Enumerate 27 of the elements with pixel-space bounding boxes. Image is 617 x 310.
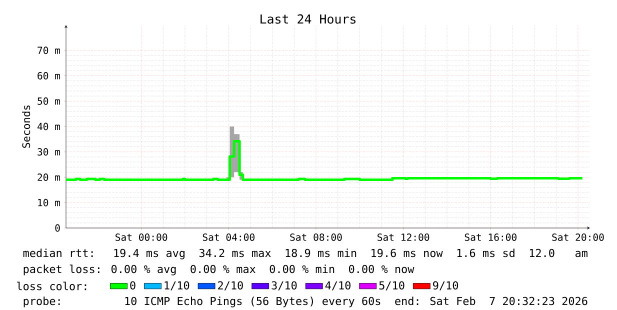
x-tick-label: Sat 00:00 — [116, 234, 168, 241]
x-tick-label: Sat 20:00 — [552, 234, 604, 241]
legend-label: 0 — [130, 281, 136, 290]
y-axis-title: Seconds — [22, 106, 30, 148]
legend-label: 3/10 — [272, 281, 297, 290]
x-tick-label: Sat 08:00 — [290, 234, 342, 241]
y-tick-label: 30 m — [38, 148, 60, 156]
y-tick-label: 70 m — [38, 46, 60, 54]
text: probe: 10 ICMP Echo Pings (56 Bytes) every 60s end: Sat Feb 7 20:32:23 2026 — [24, 296, 588, 308]
legend-label: 4/10 — [325, 281, 350, 290]
x-tick-label: Sat 04:00 — [202, 234, 254, 241]
y-tick-label: 60 m — [38, 72, 60, 80]
y-tick-label: 0 — [55, 224, 60, 232]
legend-label: 9/10 — [433, 281, 458, 290]
legend-title: loss color: — [17, 282, 86, 290]
y-tick-label: 50 m — [38, 97, 60, 105]
x-tick-label: Sat 16:00 — [464, 234, 516, 241]
chart-title: Last 24 Hours — [260, 14, 356, 24]
legend-label: 2/10 — [218, 281, 243, 290]
legend-label: 1/10 — [164, 281, 190, 290]
legend-label: 5/10 — [379, 281, 404, 290]
y-tick-label: 40 m — [37, 122, 60, 130]
y-tick-label: 10 m — [38, 198, 60, 206]
text: packet loss: 0.00 % avg 0.00 % max 0.00 % min 0.00 % now — [24, 264, 414, 276]
text: median rtt: 19.4 ms avg 34.2 ms max 18.9 ms min 19.6 ms now 1.6 ms sd 12.0 am — [23, 248, 588, 260]
y-tick-label: 20 m — [38, 174, 60, 181]
x-tick-label: Sat 12:00 — [378, 234, 430, 241]
